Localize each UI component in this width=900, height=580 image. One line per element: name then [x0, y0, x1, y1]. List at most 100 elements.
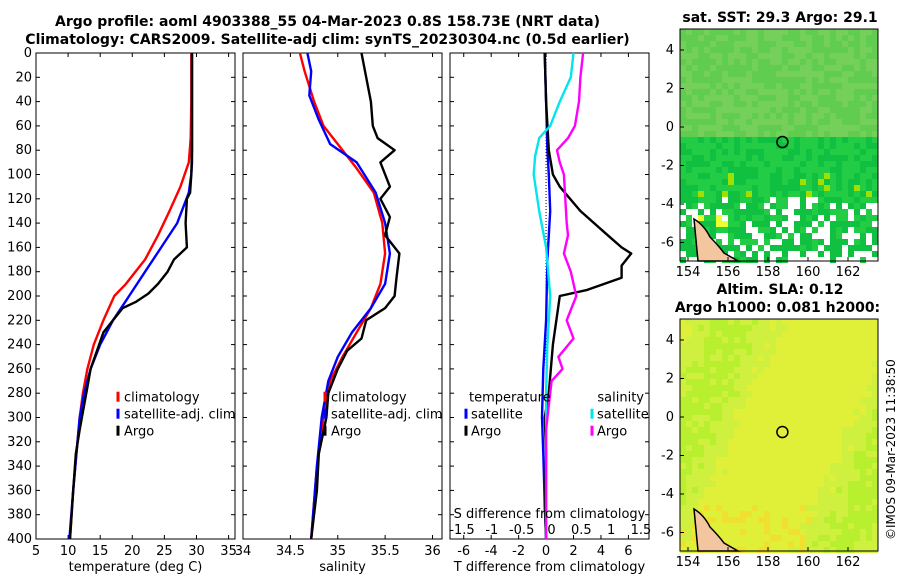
map-cell	[698, 439, 704, 445]
map-cell	[836, 337, 842, 343]
map-cell	[788, 427, 794, 433]
map-cell	[752, 445, 758, 451]
map-cell	[866, 325, 872, 331]
map-cell	[836, 107, 842, 113]
map-cell	[692, 391, 698, 397]
map-cell	[860, 475, 866, 481]
map-cell	[818, 155, 824, 161]
map-cell	[782, 427, 788, 433]
map-cell	[812, 421, 818, 427]
map-cell	[782, 125, 788, 131]
map-cell	[848, 107, 854, 113]
map-cell	[680, 541, 686, 547]
map-cell	[824, 71, 830, 77]
map-cell	[800, 409, 806, 415]
map-cell	[692, 47, 698, 53]
map-cell	[818, 143, 824, 149]
map-cell	[716, 155, 722, 161]
map-cell	[710, 409, 716, 415]
map-cell	[806, 481, 812, 487]
map-cell	[740, 257, 746, 263]
map-cell	[806, 469, 812, 475]
map-cell	[698, 167, 704, 173]
map-cell	[686, 161, 692, 167]
map-cell	[866, 137, 872, 143]
map-cell	[698, 113, 704, 119]
map-cell	[746, 325, 752, 331]
map-cell	[824, 529, 830, 535]
map-cell	[740, 95, 746, 101]
map-cell	[758, 107, 764, 113]
map-cell	[782, 343, 788, 349]
y-tick-label: 80	[15, 143, 32, 158]
map-cell	[722, 529, 728, 535]
map-cell	[782, 161, 788, 167]
map-cell	[704, 397, 710, 403]
map-cell	[680, 349, 686, 355]
map-cell	[746, 415, 752, 421]
map-cell	[794, 481, 800, 487]
map-cell	[860, 155, 866, 161]
map-cell	[848, 35, 854, 41]
map-cell	[866, 149, 872, 155]
map-cell	[764, 83, 770, 89]
map-cell	[704, 215, 710, 221]
map-cell	[704, 137, 710, 143]
map-cell	[722, 149, 728, 155]
map-cell	[848, 445, 854, 451]
map-cell	[710, 149, 716, 155]
map-cell	[812, 481, 818, 487]
map-cell	[824, 83, 830, 89]
map-cell	[758, 29, 764, 35]
map-cell	[752, 41, 758, 47]
map-cell	[824, 107, 830, 113]
map-cell	[782, 251, 788, 257]
map-cell	[728, 143, 734, 149]
map-cell	[842, 41, 848, 47]
map-cell	[704, 179, 710, 185]
map-cell	[806, 53, 812, 59]
map-cell	[866, 167, 872, 173]
map-cell	[860, 547, 866, 553]
map-cell	[818, 185, 824, 191]
map-cell	[806, 125, 812, 131]
map-cell	[728, 251, 734, 257]
map-cell	[824, 415, 830, 421]
map-cell	[728, 397, 734, 403]
map-cell	[806, 433, 812, 439]
map-cell	[764, 101, 770, 107]
map-cell	[770, 227, 776, 233]
map-cell	[758, 245, 764, 251]
map-cell	[764, 445, 770, 451]
x-tick-label: -2	[512, 544, 525, 559]
map-cell	[710, 343, 716, 349]
map-cell	[722, 463, 728, 469]
legend-label: Argo	[331, 425, 361, 440]
map-cell	[770, 239, 776, 245]
map-cell	[710, 481, 716, 487]
map-cell	[782, 257, 788, 263]
map-cell	[854, 167, 860, 173]
map-cell	[836, 149, 842, 155]
map-cell	[698, 161, 704, 167]
map-cell	[776, 421, 782, 427]
map-cell	[824, 197, 830, 203]
map-cell	[698, 343, 704, 349]
map-cell	[686, 349, 692, 355]
map-cell	[776, 457, 782, 463]
map-cell	[812, 385, 818, 391]
map-cell	[782, 29, 788, 35]
map-cell	[830, 155, 836, 161]
map-cell	[704, 221, 710, 227]
map-cell	[842, 149, 848, 155]
map-cell	[752, 71, 758, 77]
map-cell	[842, 101, 848, 107]
map-cell	[800, 113, 806, 119]
map-cell	[680, 209, 686, 215]
map-cell	[842, 35, 848, 41]
map-cell	[776, 203, 782, 209]
map-cell	[800, 511, 806, 517]
map-cell	[860, 379, 866, 385]
map-cell	[860, 197, 866, 203]
map-cell	[794, 415, 800, 421]
